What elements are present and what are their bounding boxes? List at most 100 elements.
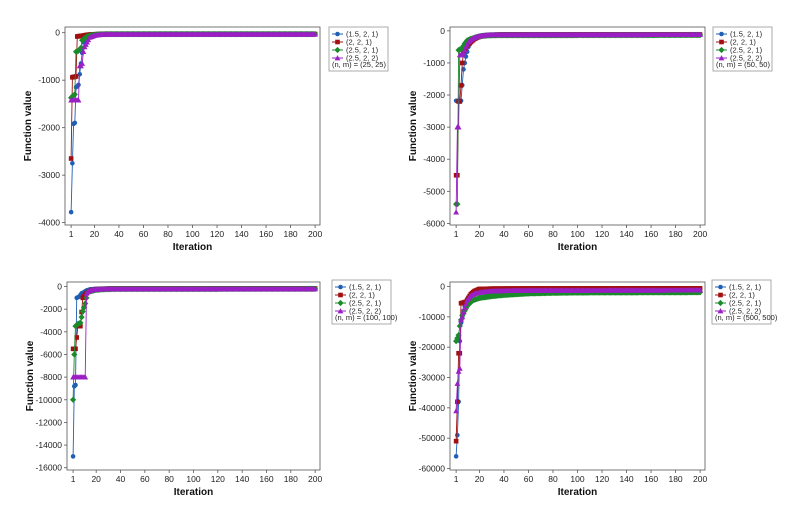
y-tick-label: -2000 bbox=[38, 123, 60, 133]
y-tick-label: -2000 bbox=[423, 90, 445, 100]
data-point bbox=[82, 374, 89, 380]
legend-entry: (2.5, 2, 2) bbox=[730, 54, 763, 63]
legend-note: (n, m) = (500, 500) bbox=[715, 313, 778, 322]
x-tick-label: 180 bbox=[668, 474, 682, 484]
plot-frame bbox=[449, 26, 706, 226]
y-tick-label: 0 bbox=[440, 282, 445, 292]
y-tick-label: -2000 bbox=[40, 304, 62, 314]
legend-swatch-marker bbox=[335, 31, 340, 37]
data-point bbox=[458, 83, 464, 88]
data-point bbox=[69, 396, 77, 403]
y-axis-title: Function value bbox=[408, 340, 419, 411]
legend-swatch-marker bbox=[718, 55, 725, 61]
y-tick-label: -20000 bbox=[419, 342, 446, 352]
data-point bbox=[455, 368, 462, 374]
x-tick-label: 160 bbox=[259, 474, 273, 484]
legend-swatch-marker bbox=[334, 46, 341, 54]
x-tick-label: 60 bbox=[524, 229, 534, 239]
data-point bbox=[68, 156, 74, 161]
data-point bbox=[460, 42, 467, 50]
legend-swatch-marker bbox=[718, 292, 723, 298]
y-tick-label: -14000 bbox=[36, 440, 63, 450]
series-4 bbox=[70, 286, 319, 380]
x-tick-label: 40 bbox=[499, 229, 509, 239]
x-tick-label: 140 bbox=[234, 229, 248, 239]
x-tick-label: 80 bbox=[548, 229, 558, 239]
x-axis-title: Iteration bbox=[173, 242, 212, 253]
x-tick-label: 100 bbox=[186, 474, 200, 484]
y-tick-label: -6000 bbox=[423, 218, 445, 228]
data-point bbox=[74, 335, 80, 340]
data-point bbox=[453, 454, 459, 459]
y-axis-title: Function value bbox=[23, 90, 34, 161]
legend-entry: (1.5, 2, 1) bbox=[346, 30, 379, 39]
x-tick-label: 60 bbox=[139, 229, 149, 239]
data-point bbox=[460, 309, 467, 315]
data-point bbox=[77, 319, 84, 326]
y-tick-label: -8000 bbox=[40, 372, 62, 382]
y-tick-label: -50000 bbox=[419, 433, 446, 443]
data-point bbox=[461, 304, 468, 311]
legend-entry: (2, 2, 1) bbox=[349, 291, 375, 300]
x-tick-label: 140 bbox=[619, 474, 633, 484]
plot-frame bbox=[66, 281, 321, 471]
x-tick-label: 60 bbox=[140, 474, 150, 484]
legend-swatch-marker bbox=[334, 55, 341, 61]
data-point bbox=[70, 160, 75, 166]
y-tick-label: 0 bbox=[55, 28, 60, 38]
legend-swatch-marker bbox=[718, 284, 723, 290]
x-tick-label: 20 bbox=[90, 229, 100, 239]
legend-swatch-marker bbox=[335, 39, 340, 45]
data-point bbox=[455, 432, 460, 438]
x-axis-title: Iteration bbox=[174, 487, 213, 498]
data-point bbox=[461, 47, 468, 53]
data-point bbox=[460, 50, 467, 56]
x-tick-label: 200 bbox=[693, 474, 707, 484]
data-point bbox=[459, 45, 466, 52]
data-point bbox=[453, 209, 460, 215]
y-tick-label: -3000 bbox=[38, 170, 60, 180]
data-point bbox=[697, 31, 703, 38]
data-point bbox=[312, 286, 319, 292]
data-point bbox=[80, 48, 87, 55]
y-axis-title: Function value bbox=[25, 340, 36, 411]
data-point bbox=[79, 308, 86, 315]
y-tick-label: -1000 bbox=[423, 58, 445, 68]
x-tick-label: 60 bbox=[524, 474, 534, 484]
x-tick-label: 160 bbox=[644, 229, 658, 239]
data-point bbox=[454, 380, 461, 386]
data-point bbox=[455, 331, 462, 339]
data-point bbox=[456, 365, 463, 371]
x-tick-label: 180 bbox=[283, 229, 297, 239]
data-point bbox=[75, 97, 82, 103]
legend-entry: (2, 2, 1) bbox=[346, 38, 372, 47]
x-tick-label: 200 bbox=[693, 229, 707, 239]
data-point bbox=[76, 82, 81, 88]
x-tick-label: 20 bbox=[91, 474, 101, 484]
data-point bbox=[79, 60, 86, 66]
x-tick-label: 120 bbox=[211, 474, 225, 484]
legend-entry: (2, 2, 1) bbox=[729, 291, 755, 300]
y-tick-label: -16000 bbox=[36, 463, 63, 473]
legend-swatch-marker bbox=[338, 292, 343, 298]
data-point bbox=[73, 74, 79, 79]
y-tick-label: -10000 bbox=[419, 312, 446, 322]
y-tick-label: -40000 bbox=[419, 403, 446, 413]
data-point bbox=[312, 31, 318, 37]
y-tick-label: -10000 bbox=[36, 395, 63, 405]
data-point bbox=[77, 44, 85, 51]
x-tick-label: 200 bbox=[308, 474, 322, 484]
legend-entry: (2.5, 2, 2) bbox=[349, 307, 382, 316]
legend-swatch-marker bbox=[717, 299, 724, 307]
plot-frame bbox=[64, 26, 321, 226]
data-point bbox=[456, 322, 463, 330]
x-tick-label: 80 bbox=[164, 474, 174, 484]
data-point bbox=[68, 209, 74, 215]
y-tick-label: -1000 bbox=[38, 75, 60, 85]
y-tick-label: -4000 bbox=[423, 154, 445, 164]
chart-n25: 1 20 40 60 80 100 120 140 160 180 2000-1000-2000-3… bbox=[23, 26, 389, 253]
legend-entry: (2.5, 2, 1) bbox=[349, 299, 382, 308]
y-tick-label: 0 bbox=[440, 26, 445, 36]
legend-entry: (1.5, 2, 1) bbox=[729, 283, 762, 292]
